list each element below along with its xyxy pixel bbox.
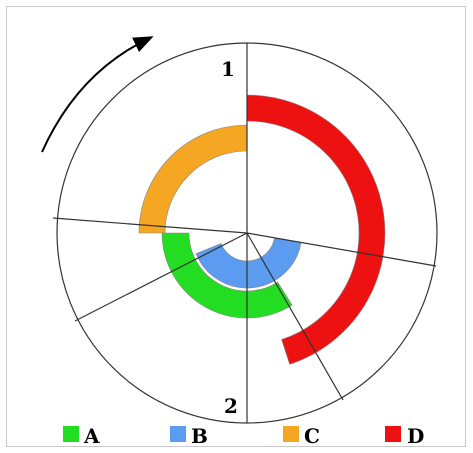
- arc-d: [246, 94, 386, 365]
- legend-label-b: B: [191, 424, 208, 448]
- legend-label-c: C: [304, 424, 320, 448]
- divider-lower-left: [74, 232, 248, 322]
- legend: A B C D: [63, 424, 424, 448]
- legend-label-a: A: [83, 424, 100, 448]
- divider-right: [246, 232, 437, 267]
- divider-lower-right: [246, 232, 344, 401]
- divider-lines: [52, 43, 437, 423]
- legend-swatch-b: [170, 426, 186, 442]
- legend-label-d: D: [407, 424, 424, 448]
- arc-group: [138, 94, 386, 365]
- rotation-arrow: [41, 36, 154, 153]
- divider-left: [52, 217, 248, 234]
- label-top: 1: [221, 57, 235, 81]
- legend-swatch-d: [385, 426, 401, 442]
- legend-swatch-a: [63, 426, 79, 442]
- legend-swatch-c: [283, 426, 299, 442]
- label-bottom: 2: [224, 394, 238, 418]
- arc-a: [161, 232, 293, 319]
